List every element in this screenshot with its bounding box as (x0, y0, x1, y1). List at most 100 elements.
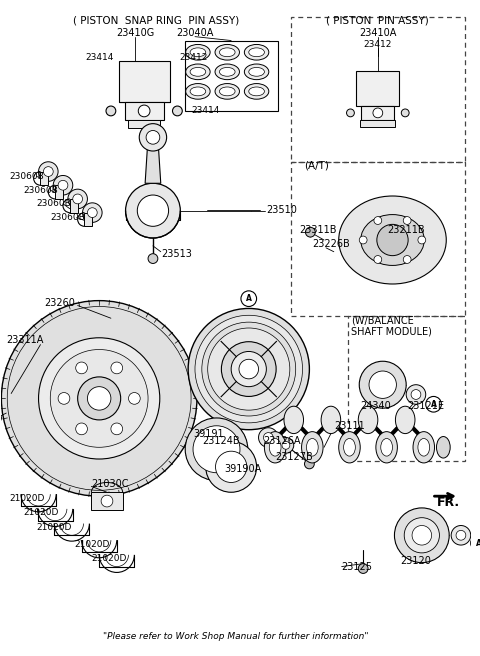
Circle shape (426, 396, 442, 412)
Bar (185, 41, 278, 111)
Text: ( PISTON  SNAP RING  PIN ASSY): ( PISTON SNAP RING PIN ASSY) (73, 16, 239, 26)
Ellipse shape (215, 45, 240, 60)
Text: 23126A: 23126A (264, 436, 301, 447)
Circle shape (139, 123, 167, 151)
Ellipse shape (190, 48, 206, 56)
Ellipse shape (190, 87, 206, 96)
Circle shape (403, 216, 411, 224)
Ellipse shape (436, 436, 450, 458)
Text: 23040A: 23040A (176, 28, 214, 37)
Circle shape (264, 432, 273, 442)
Bar (291, 162, 465, 316)
Circle shape (471, 535, 480, 551)
Circle shape (208, 328, 290, 410)
Circle shape (359, 236, 367, 244)
Bar (356, 71, 399, 106)
Circle shape (202, 322, 296, 416)
Circle shape (412, 525, 432, 545)
Bar (360, 120, 396, 127)
Circle shape (185, 418, 248, 481)
Ellipse shape (186, 83, 210, 99)
Circle shape (451, 525, 471, 545)
Circle shape (76, 423, 87, 435)
Bar (361, 106, 395, 120)
Ellipse shape (381, 438, 393, 456)
Circle shape (83, 203, 102, 222)
Text: (W/BALANCE: (W/BALANCE (351, 315, 414, 325)
Circle shape (148, 254, 158, 264)
Ellipse shape (186, 45, 210, 60)
Bar (291, 17, 465, 162)
Text: 23510: 23510 (266, 205, 297, 215)
Circle shape (278, 438, 294, 453)
Ellipse shape (244, 83, 269, 99)
Text: ( PISTON  PIN ASSY): ( PISTON PIN ASSY) (326, 16, 429, 26)
Circle shape (0, 413, 1, 423)
Circle shape (456, 531, 466, 540)
Circle shape (58, 392, 70, 404)
Circle shape (73, 194, 83, 204)
Text: 23120: 23120 (400, 556, 431, 565)
Circle shape (193, 426, 240, 473)
Ellipse shape (249, 48, 264, 56)
Text: 21020D: 21020D (23, 508, 58, 518)
Text: 21020D: 21020D (9, 493, 45, 502)
Text: 23414: 23414 (191, 106, 219, 115)
Text: 23060B: 23060B (9, 172, 44, 181)
Ellipse shape (249, 68, 264, 76)
Circle shape (259, 428, 278, 447)
Circle shape (359, 361, 406, 408)
Ellipse shape (249, 87, 264, 96)
Ellipse shape (219, 68, 235, 76)
Circle shape (106, 106, 116, 116)
Circle shape (68, 189, 87, 209)
Text: 23410G: 23410G (116, 28, 155, 37)
Ellipse shape (344, 438, 355, 456)
Ellipse shape (284, 406, 303, 434)
Text: 23260: 23260 (45, 298, 75, 308)
Bar (70, 199, 78, 213)
Ellipse shape (190, 68, 206, 76)
Text: A: A (476, 539, 480, 548)
Circle shape (369, 371, 396, 398)
Text: 21020D: 21020D (75, 540, 110, 548)
Text: 21020D: 21020D (36, 523, 72, 532)
Ellipse shape (339, 432, 360, 463)
Text: 23127B: 23127B (275, 452, 313, 462)
Ellipse shape (269, 438, 281, 456)
Circle shape (216, 451, 247, 482)
Text: 23060B: 23060B (36, 199, 72, 209)
Text: 23125: 23125 (342, 562, 372, 571)
Ellipse shape (215, 83, 240, 99)
Text: 23226B: 23226B (312, 239, 350, 249)
Ellipse shape (396, 406, 415, 434)
Ellipse shape (321, 406, 341, 434)
Circle shape (50, 350, 148, 447)
Text: 39191: 39191 (193, 428, 224, 439)
Text: 23124B: 23124B (203, 436, 240, 447)
Circle shape (231, 352, 266, 386)
Circle shape (146, 127, 154, 135)
Text: 24340: 24340 (360, 401, 391, 411)
Bar (84, 213, 92, 226)
Ellipse shape (244, 45, 269, 60)
Ellipse shape (219, 48, 235, 56)
Bar (129, 120, 160, 127)
Text: 23412: 23412 (364, 40, 392, 49)
Circle shape (241, 291, 257, 306)
Text: 23111: 23111 (334, 420, 365, 431)
Ellipse shape (244, 64, 269, 79)
Circle shape (305, 227, 315, 237)
Text: FR.: FR. (436, 495, 460, 508)
Text: 23513: 23513 (161, 249, 192, 258)
Circle shape (373, 108, 383, 118)
Circle shape (188, 308, 310, 430)
Circle shape (404, 518, 439, 553)
Text: "Please refer to Work Shop Manual for further information": "Please refer to Work Shop Manual for fu… (103, 632, 369, 642)
Text: (A/T): (A/T) (304, 161, 329, 171)
Circle shape (87, 208, 97, 218)
Circle shape (172, 106, 182, 116)
Circle shape (137, 195, 168, 226)
Circle shape (347, 109, 354, 117)
Circle shape (43, 167, 53, 176)
